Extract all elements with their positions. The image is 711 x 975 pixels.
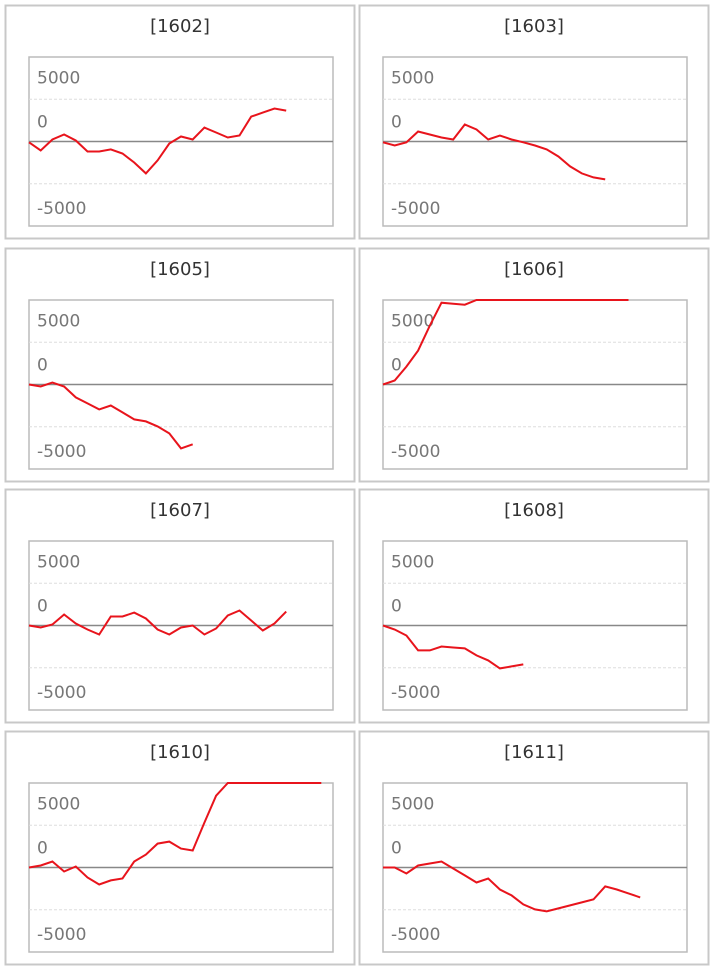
chart-title: [1605] <box>150 259 210 280</box>
data-line <box>382 299 629 386</box>
chart-panel: [1603] 5000 0 -5000 <box>358 4 710 240</box>
panel-border <box>358 247 710 483</box>
data-line <box>28 107 287 175</box>
y-tick-label: 5000 <box>391 794 434 814</box>
y-tick-label: 0 <box>37 839 48 859</box>
y-tick-label: -5000 <box>391 683 440 703</box>
y-tick-label: 5000 <box>37 311 80 331</box>
y-tick-label: -5000 <box>37 199 86 219</box>
data-line <box>382 123 606 181</box>
data-line <box>28 381 194 450</box>
chart-title: [1608] <box>504 500 564 521</box>
data-line <box>28 609 287 636</box>
chart-title: [1610] <box>150 742 210 763</box>
panel-border <box>4 247 356 483</box>
y-tick-label: -5000 <box>37 442 86 462</box>
chart-title: [1607] <box>150 500 210 521</box>
chart-title: [1602] <box>150 16 210 37</box>
data-line <box>383 860 641 913</box>
y-tick-label: -5000 <box>391 199 440 219</box>
y-tick-label: 0 <box>391 839 402 859</box>
chart-panel: [1606] 5000 0 -5000 <box>358 247 710 483</box>
panel-border <box>358 488 710 724</box>
chart-title: [1606] <box>504 259 564 280</box>
chart-title: [1603] <box>504 16 564 37</box>
y-tick-label: 5000 <box>37 794 80 814</box>
chart-panel: [1605] 5000 0 -5000 <box>4 247 356 483</box>
panel-border <box>4 488 356 724</box>
chart-panel: [1602] 5000 0 -5000 <box>4 4 356 240</box>
data-line <box>382 624 524 670</box>
chart-panel: [1608] 5000 0 -5000 <box>358 488 710 724</box>
y-tick-label: -5000 <box>391 442 440 462</box>
y-tick-label: 5000 <box>37 68 80 88</box>
y-tick-label: 5000 <box>391 552 434 572</box>
y-tick-label: -5000 <box>37 925 86 945</box>
y-tick-label: -5000 <box>37 683 86 703</box>
chart-panel: [1611] 5000 0 -5000 <box>358 730 710 966</box>
y-tick-label: 0 <box>391 356 402 376</box>
data-line <box>28 782 322 886</box>
y-tick-label: 5000 <box>391 311 434 331</box>
y-tick-label: 5000 <box>37 552 80 572</box>
y-tick-label: 0 <box>37 356 48 376</box>
y-tick-label: 0 <box>37 113 48 133</box>
chart-panel: [1610] 5000 0 -5000 <box>4 730 356 966</box>
chart-title: [1611] <box>504 742 564 763</box>
y-tick-label: 0 <box>37 597 48 617</box>
y-tick-label: 0 <box>391 597 402 617</box>
y-tick-label: 0 <box>391 113 402 133</box>
panel-border <box>358 4 710 240</box>
y-tick-label: 5000 <box>391 68 434 88</box>
y-tick-label: -5000 <box>391 925 440 945</box>
panel-border <box>4 4 356 240</box>
panel-border <box>358 730 710 966</box>
chart-panel: [1607] 5000 0 -5000 <box>4 488 356 724</box>
